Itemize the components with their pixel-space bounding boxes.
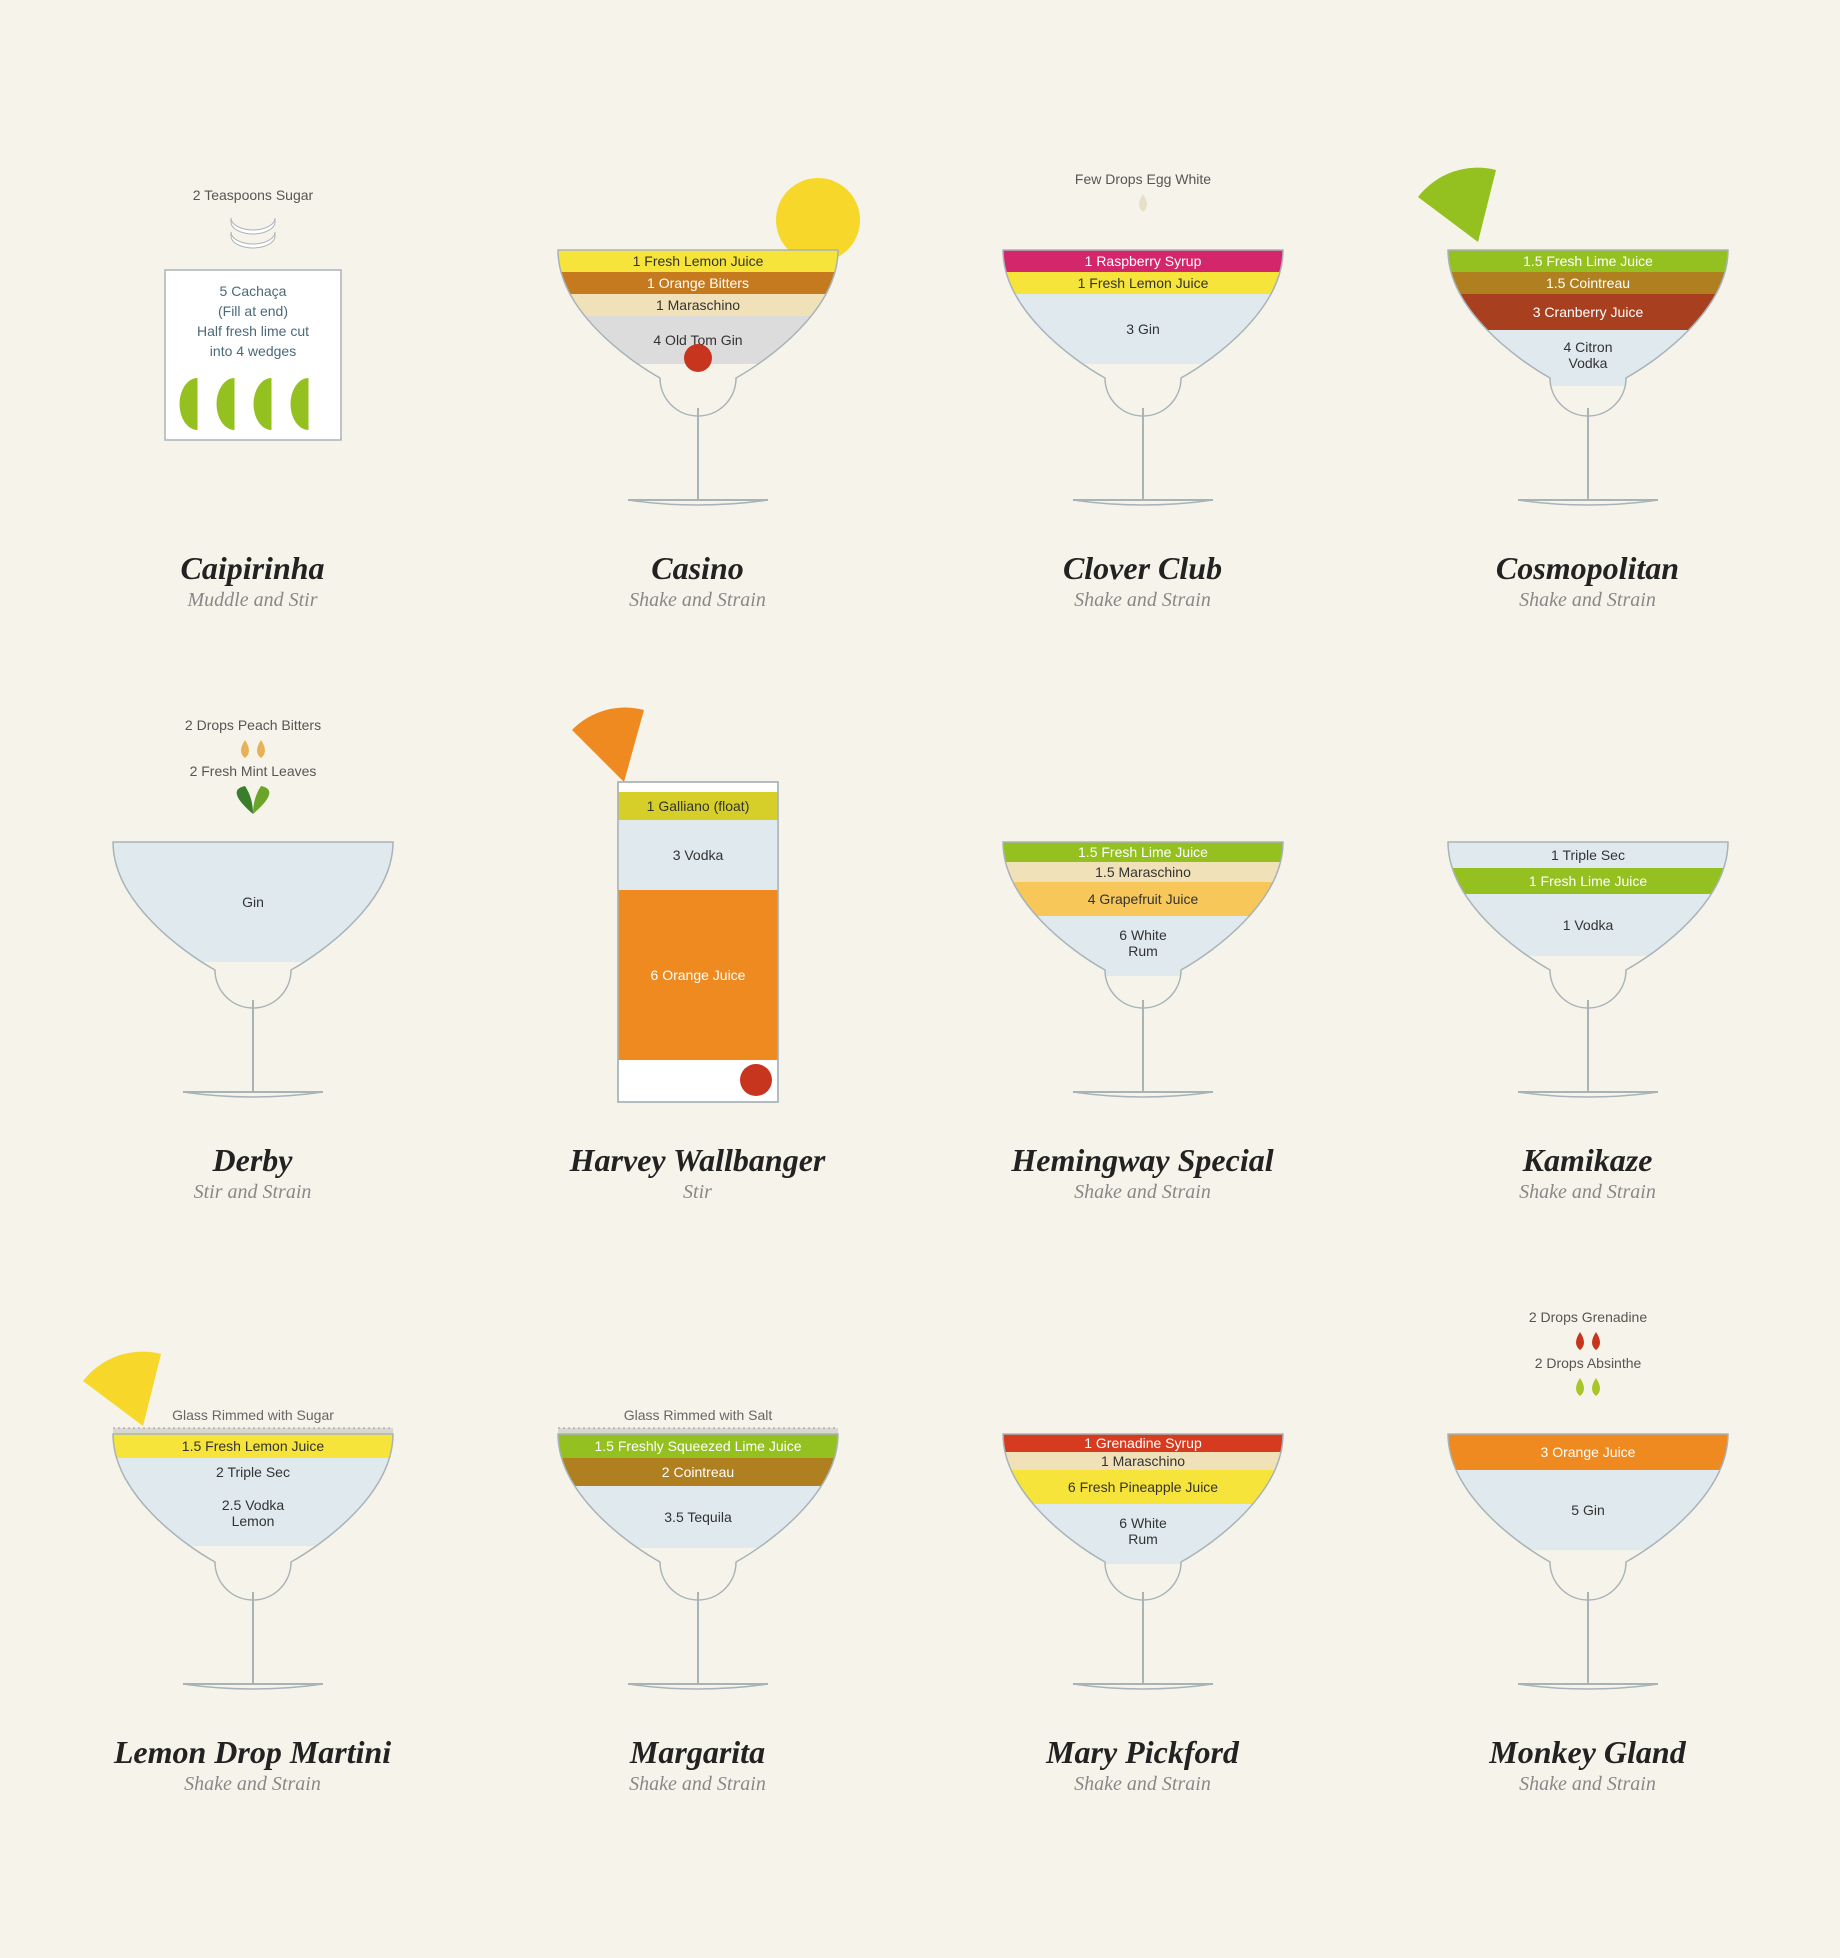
svg-text:1 Fresh Lime Juice: 1 Fresh Lime Juice: [1528, 873, 1646, 889]
svg-text:1 Maraschino: 1 Maraschino: [1100, 1453, 1184, 1469]
cocktail-margarita: Glass Rimmed with Salt 1.5 Freshly Squee…: [485, 1244, 910, 1796]
cocktail-method: Shake and Strain: [1074, 1773, 1211, 1796]
cocktail-cloverclub: Few Drops Egg White 1 Raspberry Syrup 1 F…: [930, 60, 1355, 612]
svg-text:2 Drops Peach Bitters: 2 Drops Peach Bitters: [184, 717, 320, 733]
cocktail-method: Stir and Strain: [194, 1181, 312, 1204]
svg-text:into 4 wedges: into 4 wedges: [209, 343, 295, 359]
svg-text:1.5 Cointreau: 1.5 Cointreau: [1545, 275, 1629, 291]
cocktail-name: Mary Pickford: [1046, 1734, 1239, 1771]
svg-text:2 Drops Absinthe: 2 Drops Absinthe: [1534, 1355, 1641, 1371]
cocktail-name: Kamikaze: [1523, 1142, 1653, 1179]
glass-illustration: Glass Rimmed with Salt 1.5 Freshly Squee…: [518, 1244, 878, 1724]
svg-text:1 Vodka: 1 Vodka: [1562, 917, 1613, 933]
cocktail-method: Shake and Strain: [629, 589, 766, 612]
svg-text:2.5 Vodka: 2.5 Vodka: [221, 1497, 283, 1513]
svg-text:1 Orange Bitters: 1 Orange Bitters: [647, 275, 749, 291]
svg-text:1 Fresh Lemon Juice: 1 Fresh Lemon Juice: [1077, 275, 1208, 291]
svg-text:1 Raspberry Syrup: 1 Raspberry Syrup: [1084, 253, 1201, 269]
svg-text:Glass Rimmed with Salt: Glass Rimmed with Salt: [623, 1407, 772, 1423]
cocktail-marypickford: 1 Grenadine Syrup 1 Maraschino 6 Fresh Pin…: [930, 1244, 1355, 1796]
cocktail-name: Derby: [213, 1142, 293, 1179]
cocktail-casino: 1 Fresh Lemon Juice 1 Orange Bitters 1 Mar…: [485, 60, 910, 612]
cocktail-method: Muddle and Stir: [188, 589, 318, 612]
svg-text:Vodka: Vodka: [1568, 355, 1607, 371]
svg-text:3 Orange Juice: 3 Orange Juice: [1540, 1444, 1635, 1460]
svg-text:4 Grapefruit Juice: 4 Grapefruit Juice: [1087, 891, 1198, 907]
glass-illustration: 1.5 Fresh Lime Juice 1.5 Maraschino 4 Grap…: [963, 652, 1323, 1132]
svg-text:1 Grenadine Syrup: 1 Grenadine Syrup: [1084, 1435, 1202, 1451]
svg-text:5 Gin: 5 Gin: [1571, 1502, 1604, 1518]
glass-illustration: 1.5 Fresh Lime Juice 1.5 Cointreau 3 Cranb…: [1408, 60, 1768, 540]
svg-text:3 Vodka: 3 Vodka: [672, 847, 723, 863]
cocktail-method: Stir: [683, 1181, 712, 1204]
svg-text:Few Drops Egg White: Few Drops Egg White: [1074, 171, 1210, 187]
svg-text:1.5 Fresh Lemon Juice: 1.5 Fresh Lemon Juice: [181, 1438, 324, 1454]
cocktail-method: Shake and Strain: [1519, 1181, 1656, 1204]
svg-text:2 Cointreau: 2 Cointreau: [661, 1464, 733, 1480]
svg-text:2 Fresh Mint Leaves: 2 Fresh Mint Leaves: [189, 763, 316, 779]
svg-text:Half fresh lime cut: Half fresh lime cut: [196, 323, 308, 339]
glass-illustration: Few Drops Egg White 1 Raspberry Syrup 1 F…: [963, 60, 1323, 540]
svg-text:1.5 Fresh Lime Juice: 1.5 Fresh Lime Juice: [1078, 844, 1208, 860]
svg-text:1 Maraschino: 1 Maraschino: [655, 297, 739, 313]
glass-illustration: 1 Triple Sec 1 Fresh Lime Juice 1 Vodka: [1408, 652, 1768, 1132]
svg-text:Gin: Gin: [242, 894, 264, 910]
svg-text:Lemon: Lemon: [231, 1513, 274, 1529]
cocktail-name: Cosmopolitan: [1496, 550, 1679, 587]
svg-text:2 Drops Grenadine: 2 Drops Grenadine: [1528, 1309, 1647, 1325]
cocktail-name: Lemon Drop Martini: [114, 1734, 391, 1771]
svg-text:3.5 Tequila: 3.5 Tequila: [664, 1509, 732, 1525]
glass-illustration: 2 Drops Grenadine 2 Drops Absinthe 3 Oran…: [1408, 1244, 1768, 1724]
svg-text:1 Triple Sec: 1 Triple Sec: [1551, 847, 1625, 863]
svg-text:6 White: 6 White: [1119, 927, 1167, 943]
svg-text:2 Triple Sec: 2 Triple Sec: [216, 1464, 290, 1480]
cocktail-name: Caipirinha: [180, 550, 324, 587]
svg-text:6 Fresh Pineapple Juice: 6 Fresh Pineapple Juice: [1067, 1479, 1217, 1495]
cocktail-lemondrop: Glass Rimmed with Sugar 1.5 Fresh Lemon …: [40, 1244, 465, 1796]
svg-text:1.5 Freshly Squeezed Lime Juic: 1.5 Freshly Squeezed Lime Juice: [594, 1438, 801, 1454]
svg-text:1.5 Maraschino: 1.5 Maraschino: [1095, 864, 1191, 880]
cocktail-derby: 2 Drops Peach Bitters 2 Fresh Mint Leaves…: [40, 652, 465, 1204]
cocktail-caipirinha: 2 Teaspoons Sugar 5 Cachaça (Fill at end)…: [40, 60, 465, 612]
glass-illustration: 1 Galliano (float) 3 Vodka 6 Orange Juice: [518, 652, 878, 1132]
cocktail-method: Shake and Strain: [629, 1773, 766, 1796]
glass-illustration: 1 Fresh Lemon Juice 1 Orange Bitters 1 Mar…: [518, 60, 878, 540]
cocktail-hemingway: 1.5 Fresh Lime Juice 1.5 Maraschino 4 Grap…: [930, 652, 1355, 1204]
svg-text:1 Galliano (float): 1 Galliano (float): [646, 798, 749, 814]
svg-text:5 Cachaça: 5 Cachaça: [219, 283, 286, 299]
cocktail-monkeygland: 2 Drops Grenadine 2 Drops Absinthe 3 Oran…: [1375, 1244, 1800, 1796]
cocktail-grid: 2 Teaspoons Sugar 5 Cachaça (Fill at end)…: [0, 0, 1840, 1856]
cocktail-method: Shake and Strain: [1074, 589, 1211, 612]
svg-text:6 Orange Juice: 6 Orange Juice: [650, 967, 745, 983]
cocktail-cosmo: 1.5 Fresh Lime Juice 1.5 Cointreau 3 Cranb…: [1375, 60, 1800, 612]
cocktail-method: Shake and Strain: [1074, 1181, 1211, 1204]
svg-text:4 Citron: 4 Citron: [1563, 339, 1612, 355]
cocktail-name: Hemingway Special: [1011, 1142, 1273, 1179]
cocktail-method: Shake and Strain: [184, 1773, 321, 1796]
cocktail-name: Casino: [651, 550, 743, 587]
cocktail-name: Monkey Gland: [1489, 1734, 1685, 1771]
cocktail-name: Harvey Wallbanger: [570, 1142, 826, 1179]
svg-text:1.5 Fresh Lime Juice: 1.5 Fresh Lime Juice: [1523, 253, 1653, 269]
svg-text:Rum: Rum: [1128, 1531, 1158, 1547]
svg-text:3 Cranberry Juice: 3 Cranberry Juice: [1532, 304, 1643, 320]
glass-illustration: 2 Drops Peach Bitters 2 Fresh Mint Leaves…: [73, 652, 433, 1132]
cocktail-name: Margarita: [630, 1734, 765, 1771]
svg-text:Glass Rimmed with Sugar: Glass Rimmed with Sugar: [172, 1407, 334, 1423]
glass-illustration: 1 Grenadine Syrup 1 Maraschino 6 Fresh Pin…: [963, 1244, 1323, 1724]
cocktail-method: Shake and Strain: [1519, 1773, 1656, 1796]
svg-text:3 Gin: 3 Gin: [1126, 321, 1159, 337]
cocktail-method: Shake and Strain: [1519, 589, 1656, 612]
glass-illustration: 2 Teaspoons Sugar 5 Cachaça (Fill at end)…: [73, 60, 433, 540]
svg-text:6 White: 6 White: [1119, 1515, 1167, 1531]
svg-text:2 Teaspoons Sugar: 2 Teaspoons Sugar: [192, 187, 313, 203]
glass-illustration: Glass Rimmed with Sugar 1.5 Fresh Lemon …: [73, 1244, 433, 1724]
cocktail-harvey: 1 Galliano (float)3 Vodka6 Orange Juice …: [485, 652, 910, 1204]
cocktail-name: Clover Club: [1063, 550, 1222, 587]
svg-text:1 Fresh Lemon Juice: 1 Fresh Lemon Juice: [632, 253, 763, 269]
cocktail-kamikaze: 1 Triple Sec 1 Fresh Lime Juice 1 Vodka Ka…: [1375, 652, 1800, 1204]
svg-text:Rum: Rum: [1128, 943, 1158, 959]
svg-text:(Fill at end): (Fill at end): [217, 303, 287, 319]
